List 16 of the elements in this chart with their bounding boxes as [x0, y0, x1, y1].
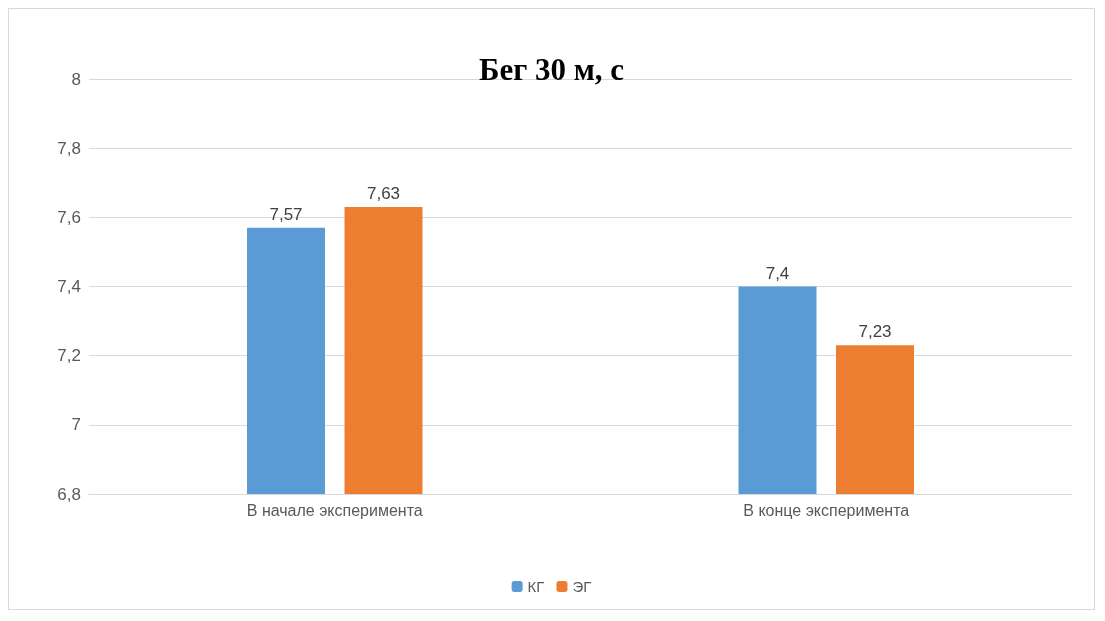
y-tick-label: 7,6	[57, 207, 81, 227]
x-tick-label: В конце эксперимента	[743, 501, 910, 519]
y-tick-label: 7,2	[57, 346, 81, 366]
y-tick-label: 8	[71, 69, 81, 89]
legend-label: ЭГ	[572, 578, 592, 595]
chart-title: Бег 30 м, с	[478, 52, 625, 87]
data-label: 7,4	[765, 263, 790, 283]
data-label: 7,23	[858, 322, 892, 342]
data-label: 7,57	[269, 204, 303, 224]
y-tick-label: 7,4	[57, 277, 81, 296]
y-tick-label: 7	[71, 415, 81, 435]
y-tick-label: 6,8	[57, 484, 81, 504]
y-tick-label: 7,8	[57, 138, 81, 158]
x-tick-label: В начале эксперимента	[246, 501, 423, 519]
data-label: 7,63	[366, 183, 401, 203]
legend-label: КГ	[527, 578, 545, 595]
